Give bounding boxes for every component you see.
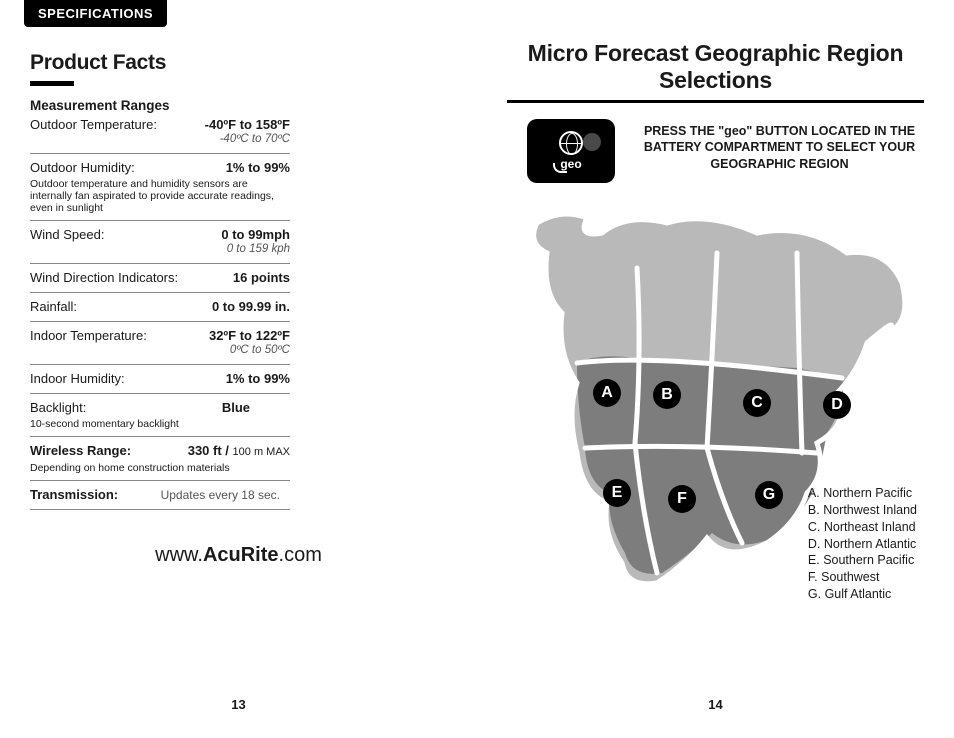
region-marker-f: F	[668, 485, 696, 513]
spec-label: Wind Direction Indicators:	[30, 270, 178, 286]
spec-divider	[30, 393, 290, 394]
heading-rule	[30, 81, 74, 86]
spec-sub: -40ºC to 70ºC	[30, 132, 290, 146]
spec-wind-speed: Wind Speed: 0 to 99mph	[30, 227, 290, 243]
spec-divider	[30, 436, 290, 437]
region-marker-b: B	[653, 381, 681, 409]
spec-divider	[30, 153, 290, 154]
legend-row: A. Northern Pacific	[808, 485, 917, 502]
backlight-note: 10-second momentary backlight	[30, 418, 290, 430]
legend-row: C. Northeast Inland	[808, 519, 917, 536]
spec-value: 0 to 99mph	[221, 227, 290, 243]
title-rule	[507, 100, 924, 103]
right-page: Micro Forecast Geographic Region Selecti…	[477, 0, 954, 738]
spec-transmission: Transmission: Updates every 18 sec.	[30, 487, 290, 503]
geo-selections-heading: Micro Forecast Geographic Region Selecti…	[507, 40, 924, 94]
page-number-left: 13	[0, 697, 477, 712]
spec-divider	[30, 220, 290, 221]
legend-row: G. Gulf Atlantic	[808, 586, 917, 603]
spec-wind-dir: Wind Direction Indicators: 16 points	[30, 270, 290, 286]
legend-row: B. Northwest Inland	[808, 502, 917, 519]
spec-value: 1% to 99%	[226, 160, 290, 176]
geo-button-illustration: geo	[527, 119, 615, 183]
specs-block: Measurement Ranges Outdoor Temperature: …	[30, 98, 290, 510]
legend-row: E. Southern Pacific	[808, 552, 917, 569]
arrow-icon	[553, 163, 567, 173]
product-facts-heading: Product Facts	[30, 51, 447, 75]
spec-label: Wireless Range:	[30, 443, 131, 459]
spec-label: Indoor Humidity:	[30, 371, 125, 387]
spec-label: Indoor Temperature:	[30, 328, 147, 344]
spec-sub: 0ºC to 50ºC	[30, 343, 290, 357]
region-marker-c: C	[743, 389, 771, 417]
left-page: SPECIFICATIONS Product Facts Measurement…	[0, 0, 477, 738]
geo-header: geo PRESS THE "geo" BUTTON LOCATED IN TH…	[507, 119, 924, 183]
geo-instruction: PRESS THE "geo" BUTTON LOCATED IN THE BA…	[635, 119, 924, 172]
spec-value: 330 ft / 100 m MAX	[188, 443, 290, 460]
spec-divider	[30, 321, 290, 322]
legend-row: D. Northern Atlantic	[808, 536, 917, 553]
spec-label: Rainfall:	[30, 299, 77, 315]
website-url: www.AcuRite.com	[30, 544, 447, 567]
spec-value: 16 points	[233, 270, 290, 286]
spec-label: Backlight:	[30, 400, 86, 416]
spec-backlight: Backlight: Blue	[30, 400, 290, 416]
spec-divider	[30, 263, 290, 264]
region-map: A B C D E F G A. Northern PacificB. Northwest …	[507, 193, 927, 593]
region-marker-d: D	[823, 391, 851, 419]
measurement-ranges-heading: Measurement Ranges	[30, 98, 290, 115]
spec-outdoor-hum: Outdoor Humidity: 1% to 99%	[30, 160, 290, 176]
spec-divider	[30, 364, 290, 365]
globe-icon	[559, 131, 583, 155]
spec-value: 0 to 99.99 in.	[212, 299, 290, 315]
spec-value: 32ºF to 122ºF	[209, 328, 290, 344]
spec-indoor-temp: Indoor Temperature: 32ºF to 122ºF	[30, 328, 290, 344]
spec-value: Blue	[222, 400, 250, 416]
spec-label: Transmission:	[30, 487, 118, 503]
wireless-note: Depending on home construction materials	[30, 462, 290, 474]
region-marker-a: A	[593, 379, 621, 407]
spec-outdoor-temp: Outdoor Temperature: -40ºF to 158ºF	[30, 117, 290, 133]
spec-sub: 0 to 159 kph	[30, 242, 290, 256]
spec-label: Outdoor Humidity:	[30, 160, 135, 176]
page-number-right: 14	[477, 697, 954, 712]
spec-divider	[30, 480, 290, 481]
region-marker-e: E	[603, 479, 631, 507]
spec-label: Outdoor Temperature:	[30, 117, 157, 133]
fan-note: Outdoor temperature and humidity sensors…	[30, 178, 290, 214]
spec-wireless: Wireless Range: 330 ft / 100 m MAX	[30, 443, 290, 460]
region-marker-g: G	[755, 481, 783, 509]
spec-value: -40ºF to 158ºF	[205, 117, 290, 133]
spec-label: Wind Speed:	[30, 227, 104, 243]
spec-divider	[30, 509, 290, 510]
region-legend: A. Northern PacificB. Northwest InlandC.…	[808, 485, 917, 603]
spec-value: Updates every 18 sec.	[161, 488, 280, 503]
spec-rainfall: Rainfall: 0 to 99.99 in.	[30, 299, 290, 315]
specifications-tab: SPECIFICATIONS	[24, 0, 167, 27]
spec-divider	[30, 292, 290, 293]
button-dot-icon	[583, 133, 601, 151]
legend-row: F. Southwest	[808, 569, 917, 586]
spec-indoor-hum: Indoor Humidity: 1% to 99%	[30, 371, 290, 387]
spec-value: 1% to 99%	[226, 371, 290, 387]
